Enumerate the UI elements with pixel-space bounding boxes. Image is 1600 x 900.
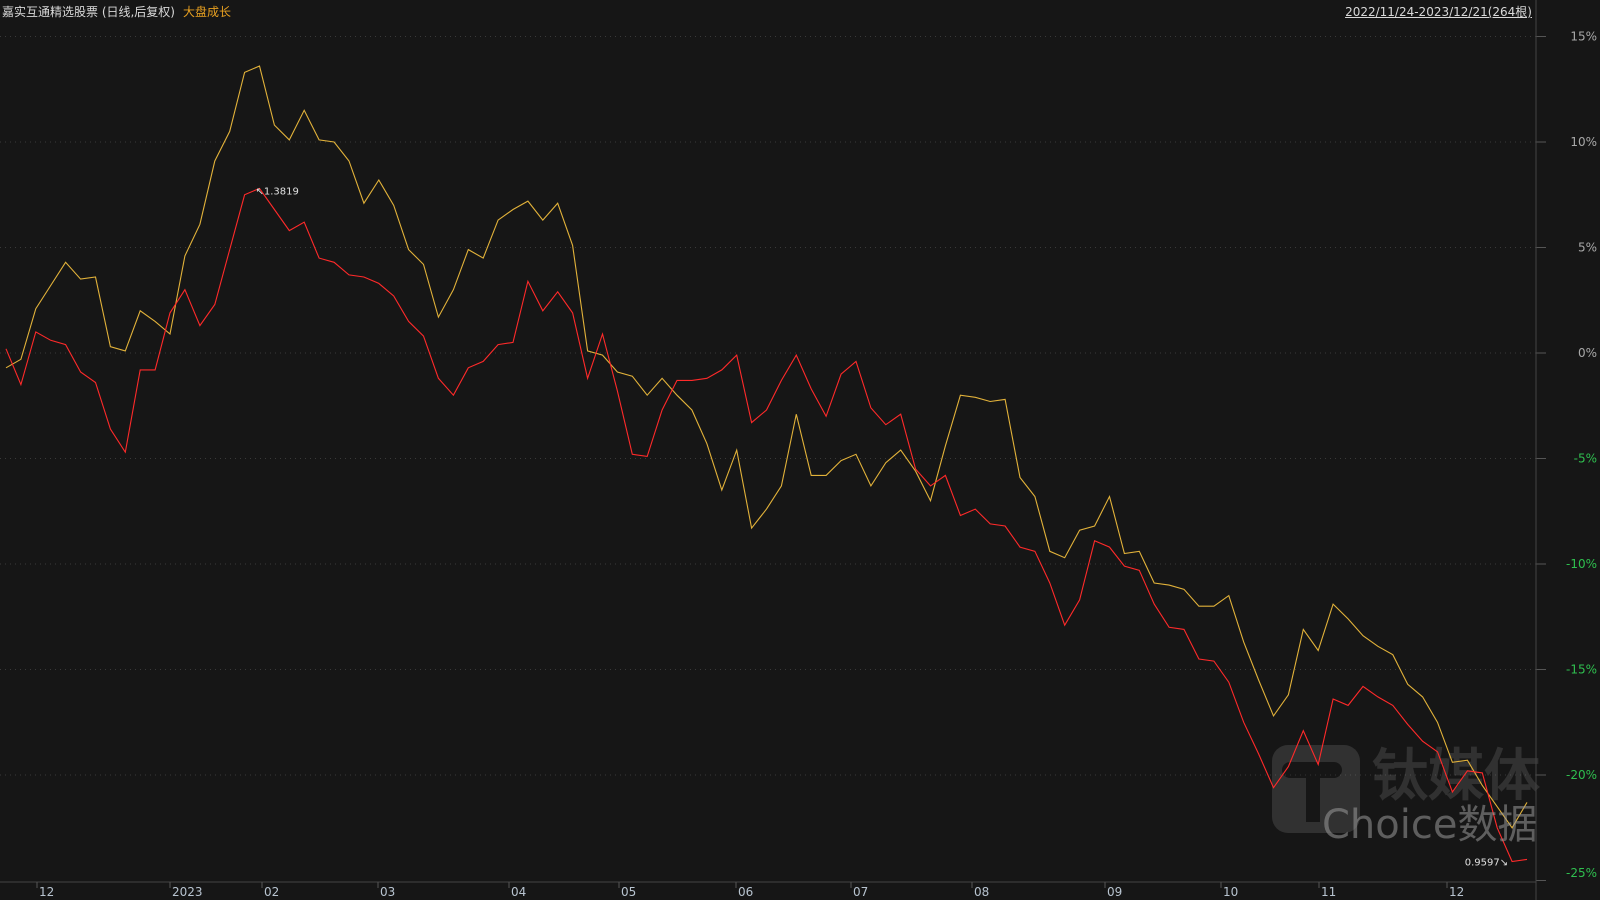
x-tick-label: 07 — [853, 885, 868, 899]
series-lines — [5, 65, 1528, 863]
x-tick-label: 06 — [738, 885, 753, 899]
y-tick-label: -10% — [1566, 557, 1597, 571]
y-tick-label: 10% — [1570, 135, 1597, 149]
y-tick-label: 0% — [1578, 346, 1597, 360]
x-tick-label: 12 — [1449, 885, 1464, 899]
x-tick-label: 04 — [511, 885, 526, 899]
y-tick-label: -20% — [1566, 768, 1597, 782]
watermark-logo — [1272, 745, 1360, 833]
watermark-source: Choice数据 — [1322, 802, 1537, 848]
watermark-logo-t — [1282, 762, 1342, 822]
benchmark-line — [5, 65, 1528, 829]
y-tick-label: 15% — [1570, 30, 1597, 44]
x-tick-label: 2023 — [172, 885, 203, 899]
fund-name: 嘉实互通精选股票 (日线,后复权) — [2, 5, 175, 19]
date-range-link[interactable]: 2022/11/24-2023/12/21(264根) — [1345, 5, 1532, 19]
watermark: 钛媒体 — [1272, 744, 1540, 833]
y-tick-label: 5% — [1578, 241, 1597, 255]
x-tick-label: 12 — [39, 885, 54, 899]
x-tick-label: 09 — [1107, 885, 1122, 899]
x-tick-label: 03 — [380, 885, 395, 899]
y-tick-label: -25% — [1566, 866, 1597, 880]
chart-title: 嘉实互通精选股票 (日线,后复权) 大盘成长 — [2, 3, 231, 20]
x-tick-label: 10 — [1223, 885, 1238, 899]
grid — [0, 36, 1536, 776]
max-annotation: ↖1.3819 — [256, 186, 299, 197]
x-tick-label: 05 — [621, 885, 636, 899]
x-tick-label: 08 — [974, 885, 989, 899]
y-tick-label: -15% — [1566, 663, 1597, 677]
x-tick-label: 02 — [264, 885, 279, 899]
min-annotation: 0.9597↘ — [1465, 858, 1508, 869]
benchmark-legend: 大盘成长 — [183, 5, 232, 19]
watermark-brand: 钛媒体 — [1372, 744, 1540, 809]
fund-line — [5, 187, 1528, 863]
x-tick-label: 11 — [1321, 885, 1336, 899]
y-tick-label: -5% — [1574, 452, 1597, 466]
